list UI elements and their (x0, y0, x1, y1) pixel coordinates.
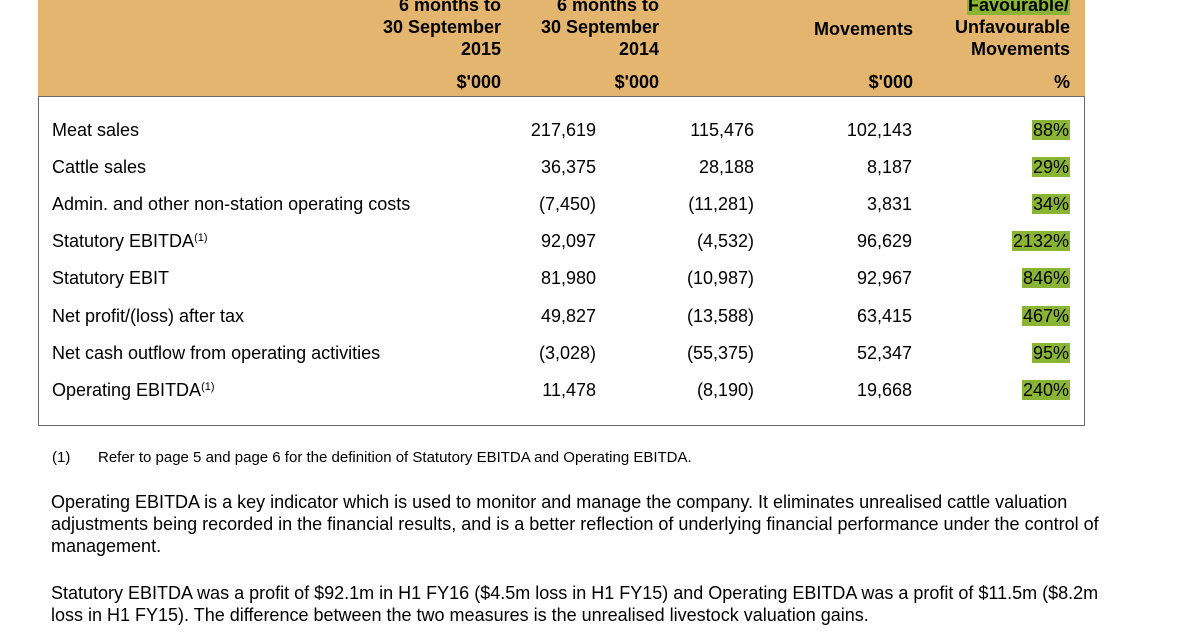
table-row: Statutory EBIT 81,980 (10,987) 92,967 84… (39, 264, 1086, 294)
cell-2015: 92,097 (540, 231, 596, 251)
header-col-2014: 6 months to 30 September 2014 (540, 0, 659, 59)
cell-2014: (13,588) (686, 306, 754, 326)
table-row: Net cash outflow from operating activiti… (39, 339, 1086, 369)
unit-col-percent: % (1053, 72, 1070, 92)
table-row: Statutory EBITDA(1) 92,097 (4,532) 96,62… (39, 227, 1086, 257)
cell-percent: 95% (1031, 343, 1070, 363)
cell-movement: 3,831 (866, 194, 912, 214)
cell-movement: 102,143 (846, 120, 912, 140)
cell-2015: 11,478 (542, 380, 596, 400)
table-row: Net profit/(loss) after tax 49,827 (13,5… (39, 302, 1086, 332)
table-row: Meat sales 217,619 115,476 102,143 88% (39, 116, 1086, 146)
unit-col-2015: $'000 (456, 72, 501, 92)
cell-2014: (11,281) (688, 194, 754, 214)
row-label: Operating EBITDA(1) (52, 380, 215, 400)
cell-percent: 467% (1021, 306, 1070, 326)
footnote-marker: (1) (52, 449, 71, 466)
cell-2015: 36,375 (540, 157, 596, 177)
cell-2015: 81,980 (540, 268, 596, 288)
row-label: Statutory EBIT (52, 268, 170, 288)
cell-percent: 88% (1031, 120, 1070, 140)
paragraph-statutory-ebitda: Statutory EBITDA was a profit of $92.1m … (51, 583, 1099, 625)
cell-2014: (55,375) (686, 343, 754, 363)
cell-percent: 2132% (1011, 231, 1070, 251)
header-col-2015: 6 months to 30 September 2015 (382, 0, 501, 59)
header-col-favourable: Favourable/ Unfavourable Movements (910, 0, 1070, 60)
table-row: Cattle sales 36,375 28,188 8,187 29% (39, 153, 1086, 183)
footnote-ref: (1) (194, 232, 208, 244)
table-body: Meat sales 217,619 115,476 102,143 88% C… (38, 96, 1085, 426)
footnote-ref: (1) (201, 381, 215, 393)
cell-2014: (10,987) (686, 268, 754, 288)
table-header: 6 months to 30 September 2015 6 months t… (38, 0, 1085, 97)
row-label: Net profit/(loss) after tax (52, 306, 245, 326)
cell-percent: 846% (1021, 268, 1070, 288)
table-row: Operating EBITDA(1) 11,478 (8,190) 19,66… (39, 376, 1086, 406)
cell-2015: (3,028) (538, 343, 596, 363)
cell-2014: 28,188 (698, 157, 754, 177)
cell-movement: 96,629 (856, 231, 912, 251)
cell-2015: 49,827 (540, 306, 596, 326)
paragraph-operating-ebitda: Operating EBITDA is a key indicator whic… (51, 492, 1099, 556)
cell-movement: 19,668 (856, 380, 912, 400)
footnote-text: Refer to page 5 and page 6 for the defin… (98, 449, 692, 466)
cell-2014: (4,532) (696, 231, 754, 251)
table-row: Admin. and other non-station operating c… (39, 190, 1086, 220)
cell-percent: 240% (1021, 380, 1070, 400)
unit-col-movements: $'000 (868, 72, 913, 92)
cell-2014: (8,190) (696, 380, 754, 400)
row-label: Cattle sales (52, 157, 147, 177)
cell-2014: 115,476 (690, 120, 754, 140)
cell-movement: 92,967 (856, 268, 912, 288)
row-label: Admin. and other non-station operating c… (52, 194, 411, 214)
unit-col-2014: $'000 (614, 72, 659, 92)
cell-2015: 217,619 (530, 120, 596, 140)
row-label: Net cash outflow from operating activiti… (52, 343, 381, 363)
cell-percent: 29% (1031, 157, 1070, 177)
row-label: Meat sales (52, 120, 140, 140)
cell-movement: 8,187 (866, 157, 912, 177)
cell-2015: (7,450) (538, 194, 596, 214)
cell-movement: 63,415 (856, 306, 912, 326)
header-col-movements: Movements (813, 19, 913, 39)
row-label: Statutory EBITDA(1) (52, 231, 208, 251)
footnote: (1) Refer to page 5 and page 6 for the de… (52, 449, 692, 466)
cell-movement: 52,347 (856, 343, 912, 363)
cell-percent: 34% (1031, 194, 1070, 214)
